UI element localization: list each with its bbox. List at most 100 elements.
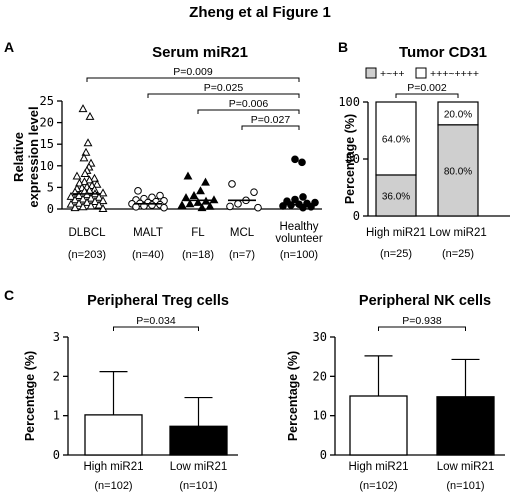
stacked-bar-segment xyxy=(437,124,479,217)
data-point xyxy=(92,179,102,188)
panel-c-treg-y-tick-label: 3 xyxy=(53,330,60,344)
panel-a-p-value: P=0.006 xyxy=(229,98,269,110)
panel-a-p-value: P=0.009 xyxy=(173,66,213,78)
data-point xyxy=(196,186,205,195)
panel-c-treg-y-tick-label: 0 xyxy=(53,448,60,462)
category-label: DLBCL xyxy=(68,227,106,239)
legend-label: +~++ xyxy=(380,68,405,80)
data-point xyxy=(66,191,76,200)
data-point xyxy=(74,190,84,199)
category-label: High miR21 xyxy=(348,461,408,473)
data-point xyxy=(156,191,164,200)
data-point xyxy=(98,196,108,205)
panel-c-treg-ylabel: Percentage (%) xyxy=(23,351,37,441)
panel-b-p-value: P=0.002 xyxy=(407,82,447,94)
data-point xyxy=(94,192,104,201)
bar-data-label: 36.0% xyxy=(382,191,410,202)
data-point xyxy=(209,195,219,204)
panel-b-bracket xyxy=(395,93,459,98)
bar-data-label: 80.0% xyxy=(444,166,472,177)
panel-a-ylabel-line: expression level xyxy=(26,106,41,207)
category-label: MALT xyxy=(133,227,163,239)
data-point xyxy=(94,200,104,209)
category-label: High miR21 xyxy=(83,461,143,473)
data-point xyxy=(201,177,210,186)
data-point xyxy=(83,138,93,147)
panel-a-ylabel-line: Relative xyxy=(11,132,26,182)
panel-c-treg-title: Peripheral Treg cells xyxy=(87,293,229,309)
category-label: Low miR21 xyxy=(170,461,228,473)
panel-c-treg-y-tick-label: 1 xyxy=(53,409,60,423)
bar xyxy=(169,425,228,456)
category-n-label: (n=18) xyxy=(182,249,214,261)
data-point xyxy=(81,147,91,156)
legend-swatch xyxy=(415,67,427,79)
bar xyxy=(436,396,495,456)
panel-a-bracket xyxy=(147,93,300,98)
panel-a-bracket xyxy=(197,109,300,114)
data-point xyxy=(148,201,156,209)
panel-b-y-tick-label: 0 xyxy=(353,209,360,223)
data-point xyxy=(78,194,88,203)
data-point xyxy=(183,171,193,180)
data-point xyxy=(72,171,82,180)
figure-title: Zheng et al Figure 1 xyxy=(189,4,331,21)
data-point xyxy=(98,188,108,197)
panel-a-y-tick-label: 5 xyxy=(47,180,54,194)
panel-a-y-tick-label: 20 xyxy=(40,116,54,130)
bar xyxy=(349,395,408,456)
stacked-bar-segment xyxy=(375,101,417,176)
data-point xyxy=(250,188,258,196)
category-label: Low miR21 xyxy=(437,461,495,473)
category-label: Healthy xyxy=(280,221,319,233)
panel-c-nk-p-value: P=0.938 xyxy=(402,315,442,327)
category-n-label: (n=7) xyxy=(229,249,255,261)
category-label: Low miR21 xyxy=(429,227,487,239)
data-point xyxy=(177,200,187,209)
category-n-label: (n=102) xyxy=(94,480,132,492)
data-point xyxy=(78,104,88,113)
data-point xyxy=(291,195,299,204)
panel-a-title: Serum miR21 xyxy=(152,44,248,61)
category-n-label: (n=40) xyxy=(132,249,164,261)
data-point xyxy=(86,193,96,202)
category-label: FL xyxy=(191,227,205,239)
category-label: MCL xyxy=(230,227,255,239)
data-point xyxy=(189,190,199,199)
data-point xyxy=(228,180,236,188)
data-point xyxy=(80,177,89,186)
category-n-label: (n=101) xyxy=(446,480,484,492)
data-point xyxy=(254,203,262,212)
data-point xyxy=(185,199,195,208)
category-n-label: (n=101) xyxy=(179,480,217,492)
bar-data-label: 20.0% xyxy=(444,109,472,120)
data-point xyxy=(70,195,80,204)
data-point xyxy=(205,201,215,210)
panel-label-b: B xyxy=(338,39,348,55)
panel-a-p-value: P=0.027 xyxy=(251,114,291,126)
data-point xyxy=(279,202,287,210)
data-point xyxy=(80,168,90,177)
panel-c-treg-p-value: P=0.034 xyxy=(136,315,176,327)
panel-c-nk-title: Peripheral NK cells xyxy=(359,293,491,309)
legend-label: +++~++++ xyxy=(430,68,479,80)
panel-c-nk-y-tick-label: 30 xyxy=(313,330,327,344)
data-point xyxy=(82,197,92,206)
category-label: High miR21 xyxy=(366,227,426,239)
data-point xyxy=(85,111,95,120)
panel-c-nk-y-tick-label: 0 xyxy=(320,448,327,462)
data-point xyxy=(134,187,142,195)
panel-c-treg-y-tick-label: 2 xyxy=(53,369,60,383)
data-point xyxy=(79,153,89,162)
data-point xyxy=(299,193,307,201)
panel-a-y-tick-label: 0 xyxy=(47,202,54,216)
data-point xyxy=(75,178,84,187)
panel-c-treg: Peripheral Treg cells Percentage (%) 0 1 2 3 H… xyxy=(23,293,238,492)
panel-c-nk-y-tick-label: 20 xyxy=(313,369,327,383)
data-point xyxy=(74,198,84,207)
bar-data-label: 64.0% xyxy=(382,134,410,145)
data-point xyxy=(78,202,88,211)
category-n-label: (n=25) xyxy=(380,248,412,260)
